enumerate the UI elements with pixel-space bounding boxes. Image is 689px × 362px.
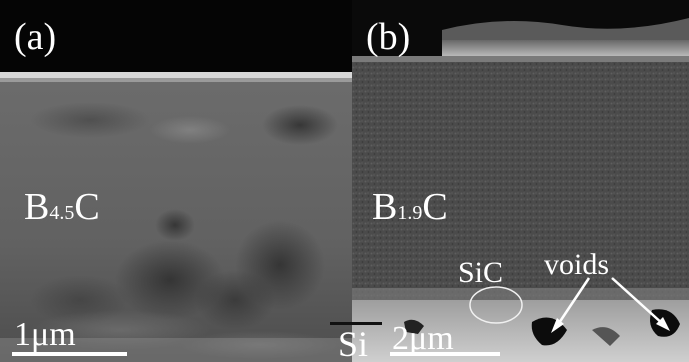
material-a-end: C [74, 186, 100, 228]
voids-label: voids [544, 248, 610, 281]
panel-b-letter: (b) [366, 16, 411, 58]
panel-b-scale-label: 2μm [392, 320, 454, 357]
material-a-subscript: 4.5 [49, 202, 75, 224]
panel-b-texture [352, 0, 689, 362]
material-b-end: C [422, 186, 448, 228]
si-label: Si [338, 324, 369, 362]
panel-a-texture [0, 0, 352, 362]
material-b-subscript: 1.9 [397, 202, 423, 224]
sic-label: SiC [458, 256, 504, 289]
panel-a-material-label: B4.5C [24, 188, 100, 226]
panel-a-micrograph: (a) B4.5C 1μm [0, 0, 352, 362]
panel-a-scale-label: 1μm [14, 316, 76, 353]
material-b-main: B [372, 186, 398, 228]
panel-a-letter: (a) [14, 16, 57, 58]
si-marker-line [330, 322, 382, 325]
panel-b-micrograph: (b) B1.9C SiC voids 2μm [352, 0, 689, 362]
panel-b-material-label: B1.9C [372, 188, 448, 226]
panel-b-scale-bar [390, 352, 500, 356]
panel-a-scale-bar [12, 352, 127, 356]
material-a-main: B [24, 186, 50, 228]
